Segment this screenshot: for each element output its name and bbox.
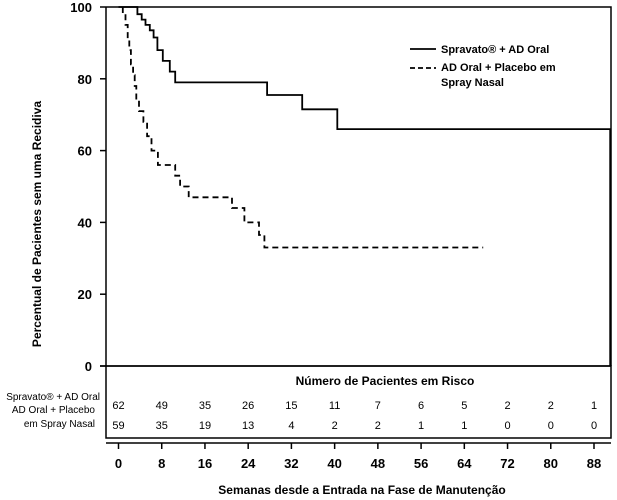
y-tick-label: 20	[78, 287, 92, 302]
risk-value: 2	[548, 400, 554, 412]
risk-value: 19	[199, 420, 211, 432]
x-tick-label: 16	[198, 456, 212, 471]
x-tick-label: 40	[327, 456, 341, 471]
risk-value: 35	[156, 420, 168, 432]
curve-placebo	[121, 7, 484, 249]
risk-value: 2	[504, 400, 510, 412]
risk-table-values: 62 49 35 26 15 11 7 6 5 2 2 159 35 19 13 4 2 2 1 1 0 0 0	[112, 400, 597, 432]
x-tick-label: 8	[158, 456, 165, 471]
risk-table-box	[105, 365, 612, 439]
risk-value: 1	[461, 420, 467, 432]
x-axis-label: Semanas desde a Entrada na Fase de Manut…	[218, 483, 505, 497]
legend-label-spravato: Spravato® + AD Oral	[441, 44, 549, 56]
risk-value: 0	[504, 420, 510, 432]
risk-value: 62	[112, 400, 124, 412]
y-ticks: 0 20 40 60 80 100	[70, 0, 106, 374]
risk-value: 1	[591, 400, 597, 412]
risk-value: 35	[199, 400, 211, 412]
risk-value: 5	[461, 400, 467, 412]
x-tick-label: 64	[457, 456, 472, 471]
risk-value: 6	[418, 400, 424, 412]
risk-value: 13	[242, 420, 254, 432]
risk-row-label-1: Spravato® + AD Oral	[6, 392, 100, 403]
x-ticks: 0 8 16 24 32 40 48 56 64 72 80 88	[115, 443, 601, 471]
risk-row-label-2-line2: em Spray Nasal	[24, 419, 95, 430]
risk-value: 26	[242, 400, 254, 412]
legend: Spravato® + AD Oral AD Oral + Placebo em…	[410, 44, 556, 89]
x-tick-label: 56	[414, 456, 428, 471]
risk-row-label-2-line1: AD Oral + Placebo	[12, 405, 96, 416]
x-tick-label: 80	[544, 456, 558, 471]
x-tick-label: 88	[587, 456, 601, 471]
x-tick-label: 0	[115, 456, 122, 471]
risk-value: 7	[375, 400, 381, 412]
risk-value: 0	[548, 420, 554, 432]
risk-table-title: Número de Pacientes em Risco	[296, 374, 475, 388]
risk-value: 2	[375, 420, 381, 432]
y-tick-label: 60	[78, 144, 92, 159]
y-tick-label: 40	[78, 215, 92, 230]
risk-value: 59	[112, 420, 124, 432]
y-axis-label: Percentual de Pacientes sem uma Recidiva	[30, 101, 44, 347]
x-tick-label: 24	[241, 456, 256, 471]
x-tick-label: 32	[284, 456, 298, 471]
risk-value: 2	[332, 420, 338, 432]
x-tick-label: 48	[371, 456, 385, 471]
risk-value: 1	[418, 420, 424, 432]
y-tick-label: 100	[70, 0, 92, 15]
risk-value: 49	[156, 400, 168, 412]
curve-spravato	[118, 6, 612, 366]
y-tick-label: 80	[78, 72, 92, 87]
risk-value: 11	[329, 400, 340, 412]
risk-value: 15	[285, 400, 297, 412]
x-tick-label: 72	[500, 456, 514, 471]
legend-label-placebo-line1: AD Oral + Placebo em	[441, 62, 556, 74]
risk-value: 0	[591, 420, 597, 432]
survival-curves	[118, 6, 612, 366]
legend-label-placebo-line2: Spray Nasal	[441, 77, 504, 89]
risk-value: 4	[288, 420, 294, 432]
plot-frame	[106, 6, 612, 366]
y-tick-label: 0	[85, 359, 92, 374]
